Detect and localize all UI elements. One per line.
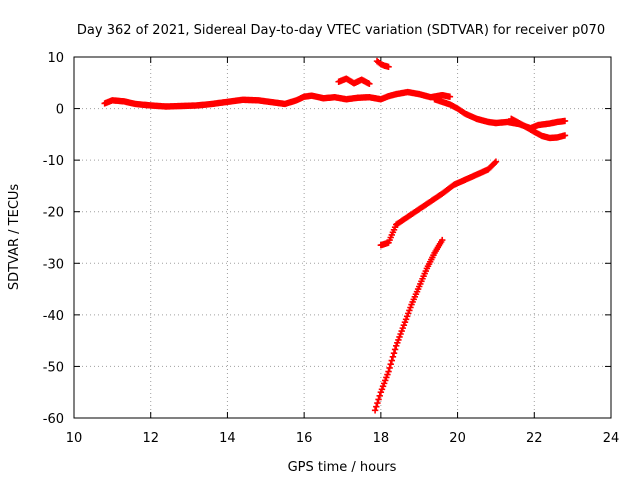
x-tick-label: 16 — [296, 431, 313, 446]
data-point — [390, 349, 398, 357]
data-point — [385, 63, 392, 70]
x-tick-label: 18 — [373, 431, 390, 446]
data-point — [400, 321, 408, 329]
data-point — [380, 380, 388, 387]
x-tick-label: 22 — [526, 431, 543, 446]
y-tick-label: -40 — [43, 309, 64, 324]
data-point — [393, 342, 400, 349]
x-tick-label: 20 — [449, 431, 466, 446]
data-point — [375, 396, 382, 403]
data-point — [395, 336, 402, 344]
data-point — [396, 333, 403, 341]
data-point — [374, 399, 381, 407]
series-5 — [508, 115, 569, 142]
data-point — [389, 353, 397, 361]
data-point — [377, 389, 385, 396]
data-point — [397, 330, 404, 338]
data-point — [376, 392, 383, 400]
y-tick-label: -60 — [43, 412, 64, 427]
data-point — [401, 319, 409, 326]
series-6 — [377, 158, 500, 249]
series-3 — [373, 57, 392, 70]
y-tick-label: -20 — [43, 206, 64, 221]
data-point — [398, 327, 405, 335]
data-point — [383, 374, 390, 381]
data-point — [561, 132, 569, 139]
data-points — [101, 57, 569, 414]
data-point — [406, 307, 413, 314]
data-point — [402, 316, 410, 323]
data-point — [399, 324, 406, 332]
data-point — [403, 313, 411, 320]
plot-frame — [73, 56, 612, 419]
x-tick-label: 12 — [142, 431, 159, 446]
data-point — [439, 236, 446, 244]
y-tick-label: -10 — [43, 154, 64, 169]
chart-title: Day 362 of 2021, Sidereal Day-to-day VTE… — [77, 23, 605, 38]
data-point — [492, 158, 500, 165]
series-7 — [371, 236, 446, 414]
data-point — [366, 80, 373, 88]
x-tick-label: 24 — [603, 431, 620, 446]
y-tick-label: 0 — [56, 103, 64, 118]
data-point — [385, 368, 392, 375]
y-tick-label: 10 — [47, 51, 64, 66]
data-point — [446, 93, 454, 100]
data-point — [371, 407, 379, 414]
data-point — [407, 304, 414, 311]
series-1 — [101, 88, 454, 110]
y-axis-label: SDTVAR / TECUs — [7, 184, 22, 291]
data-point — [387, 361, 394, 368]
axis-ticks: 10 12 14 16 18 20 22 24 10 0 -10 -20 -30 -40 -50 -60 — [43, 51, 620, 446]
data-point — [388, 357, 396, 364]
data-point — [391, 346, 399, 353]
data-point — [378, 386, 386, 393]
data-point — [382, 377, 389, 384]
x-axis-label: GPS time / hours — [288, 460, 397, 475]
data-point — [379, 383, 387, 390]
data-point — [491, 159, 499, 166]
data-point — [373, 403, 380, 410]
data-point — [384, 371, 391, 378]
data-point — [405, 310, 412, 317]
data-point — [561, 117, 569, 125]
y-tick-label: -30 — [43, 257, 64, 272]
x-tick-label: 14 — [219, 431, 236, 446]
y-tick-label: -50 — [43, 360, 64, 375]
series-4 — [431, 96, 569, 132]
data-point — [386, 364, 393, 372]
data-point — [394, 339, 401, 347]
series-2 — [335, 75, 373, 88]
x-tick-label: 10 — [66, 431, 83, 446]
grid — [74, 57, 611, 418]
